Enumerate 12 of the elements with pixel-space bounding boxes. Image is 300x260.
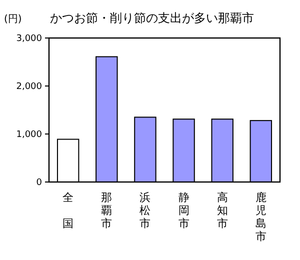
y-tick-label: 1,000 xyxy=(16,130,42,140)
x-tick-label: 高知市 xyxy=(216,191,228,230)
x-tick-label: 全国 xyxy=(62,191,74,230)
x-tick-label: 浜松市 xyxy=(140,191,151,230)
y-tick-label: 2,000 xyxy=(16,82,42,92)
y-axis-title: (円) xyxy=(4,14,22,25)
x-tick-label: 那覇市 xyxy=(101,191,112,230)
chart-title: かつお節・削り節の支出が多い那覇市 xyxy=(50,11,254,25)
x-tick-label: 鹿児島市 xyxy=(255,191,266,243)
y-tick-label: 0 xyxy=(36,178,42,188)
y-tick-label: 3,000 xyxy=(16,34,42,44)
x-tick-label: 静岡市 xyxy=(178,191,190,230)
